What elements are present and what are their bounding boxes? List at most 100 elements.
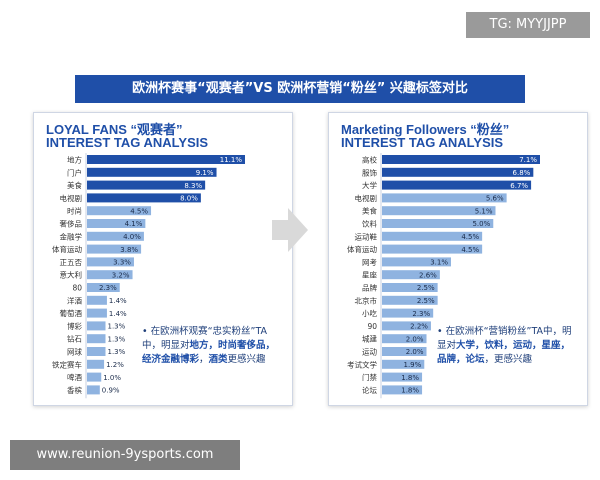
bar	[87, 219, 146, 228]
bar	[87, 257, 134, 267]
bar-value-label: 1.4%	[109, 310, 127, 318]
bar	[87, 359, 105, 369]
bar	[382, 308, 434, 318]
bar	[382, 347, 427, 356]
marketing-followers-note: • 在欧洲杯“营销粉丝”TA中，明显对大学，饮料，运动，星座，品牌，论坛，更感兴…	[437, 325, 577, 367]
category-label: 门户	[67, 167, 82, 177]
category-label: 高校	[362, 155, 377, 165]
note-text: 在欧洲杯“营销粉丝”TA中，明显对	[437, 326, 572, 351]
bar-value-label: 5.1%	[475, 207, 493, 215]
bar-value-label: 1.8%	[401, 387, 419, 395]
category-label: 钻石	[67, 334, 82, 344]
bar-value-label: 9.1%	[196, 169, 214, 177]
category-label: 电视剧	[60, 193, 83, 203]
bar	[382, 231, 483, 241]
note-text: ，更感兴趣	[484, 354, 533, 365]
bar-value-label: 1.3%	[108, 348, 126, 356]
category-label: 星座	[362, 270, 377, 280]
chart-subtitle: INTEREST TAG ANALYSIS	[341, 135, 504, 150]
bar-value-label: 8.3%	[184, 182, 202, 190]
marketing-followers-bar-chart: 高校 7.1% 服饰 6.8% 大学 6.7% 电视剧 5.6% 美食 5.1% 饮料 5.0% 运动鞋…	[347, 153, 540, 399]
bar-value-label: 5.0%	[472, 220, 490, 228]
marketing-followers-panel: Marketing Followers “粉丝” INTEREST TAG AN…	[328, 112, 588, 406]
note-highlight-text: 酒类	[208, 354, 228, 365]
category-label: 运动	[362, 347, 377, 357]
bar	[87, 180, 206, 190]
bar	[87, 167, 217, 177]
category-label: 电视剧	[355, 193, 378, 203]
bar-value-label: 4.1%	[125, 220, 143, 228]
category-label: 运动鞋	[355, 231, 378, 241]
bar-value-label: 2.5%	[417, 284, 435, 292]
bar	[382, 385, 423, 395]
bar	[382, 257, 451, 267]
bar-value-label: 0.9%	[102, 387, 120, 395]
note-text: •	[437, 326, 446, 337]
bar-value-label: 6.8%	[513, 169, 531, 177]
bar	[87, 193, 201, 203]
bar	[87, 270, 133, 280]
bar-value-label: 5.6%	[486, 195, 504, 203]
bar	[382, 372, 423, 382]
bar-value-label: 2.0%	[406, 335, 424, 343]
bar-value-label: 7.1%	[519, 156, 537, 164]
bar-value-label: 4.0%	[123, 233, 141, 241]
bar	[87, 334, 106, 344]
category-label: 北京市	[355, 295, 378, 305]
category-label: 网考	[362, 258, 377, 267]
loyal-fans-panel: LOYAL FANS “观赛者” INTEREST TAG ANALYSIS 地…	[33, 112, 293, 406]
loyal-fans-bar-chart: 地方 11.1% 门户 9.1% 美食 8.3% 电视剧 8.0% 时尚 4.5% 奢侈品 4.1% 金…	[52, 153, 245, 399]
category-label: 正五否	[60, 258, 83, 267]
bar-value-label: 1.3%	[108, 323, 126, 331]
bar	[87, 231, 144, 241]
category-label: 90	[367, 322, 377, 331]
watermark-label: TG: MYYJJPP	[466, 12, 590, 38]
bar	[87, 283, 120, 292]
chart-title: LOYAL FANS “观赛者”	[46, 122, 183, 137]
bar-value-label: 4.5%	[461, 233, 479, 241]
note-highlight-text: 大学，饮料，运动，星座，品牌，论坛	[437, 340, 571, 365]
bar	[87, 372, 102, 382]
note-text: 更感兴趣	[227, 354, 266, 365]
bar	[382, 167, 534, 177]
chart-title: Marketing Followers “粉丝”	[341, 122, 510, 137]
bar	[87, 244, 142, 254]
bar-value-label: 2.3%	[412, 310, 430, 318]
page-title: 欧洲杯赛事“观赛者”VS 欧洲杯营销“粉丝” 兴趣标签对比	[75, 75, 525, 103]
bar-value-label: 3.3%	[113, 259, 131, 267]
bar	[87, 308, 107, 318]
bar	[382, 193, 507, 203]
bar-value-label: 1.2%	[106, 361, 124, 369]
category-label: 铁定赛车	[52, 359, 82, 369]
category-label: 饮料	[362, 219, 377, 229]
chart-subtitle: INTEREST TAG ANALYSIS	[46, 135, 209, 150]
bar	[382, 283, 438, 292]
loyal-fans-note: • 在欧洲杯观赛“忠实粉丝”TA中，明显对地方，时尚奢侈品，经济金融博彩，酒类更…	[142, 325, 282, 367]
bar-value-label: 11.1%	[220, 156, 243, 164]
bar	[382, 359, 425, 369]
bar	[382, 295, 438, 305]
category-label: 城建	[362, 334, 377, 344]
bar	[87, 206, 152, 216]
bar-value-label: 4.5%	[130, 207, 148, 215]
site-url: www.reunion-9ysports.com	[10, 440, 240, 470]
bar-value-label: 2.6%	[419, 271, 437, 279]
bar-value-label: 2.3%	[99, 284, 117, 292]
bar	[87, 155, 245, 164]
bar	[382, 334, 427, 344]
note-text: 在欧洲杯观赛“忠实粉丝”TA中，明显对	[142, 326, 268, 351]
note-text: •	[142, 326, 151, 337]
category-label: 服饰	[362, 167, 377, 177]
category-label: 门禁	[362, 373, 377, 382]
bar-value-label: 1.4%	[109, 297, 127, 305]
category-label: 金融学	[60, 231, 83, 241]
category-label: 香槟	[67, 385, 82, 395]
bar	[87, 295, 107, 305]
category-label: 小吃	[362, 308, 377, 318]
category-label: 美食	[362, 206, 377, 216]
bar-value-label: 2.5%	[417, 297, 435, 305]
bar-value-label: 1.0%	[103, 374, 121, 382]
category-label: 大学	[362, 180, 377, 190]
category-label: 葡萄酒	[60, 308, 83, 318]
bar-value-label: 3.2%	[112, 271, 130, 279]
